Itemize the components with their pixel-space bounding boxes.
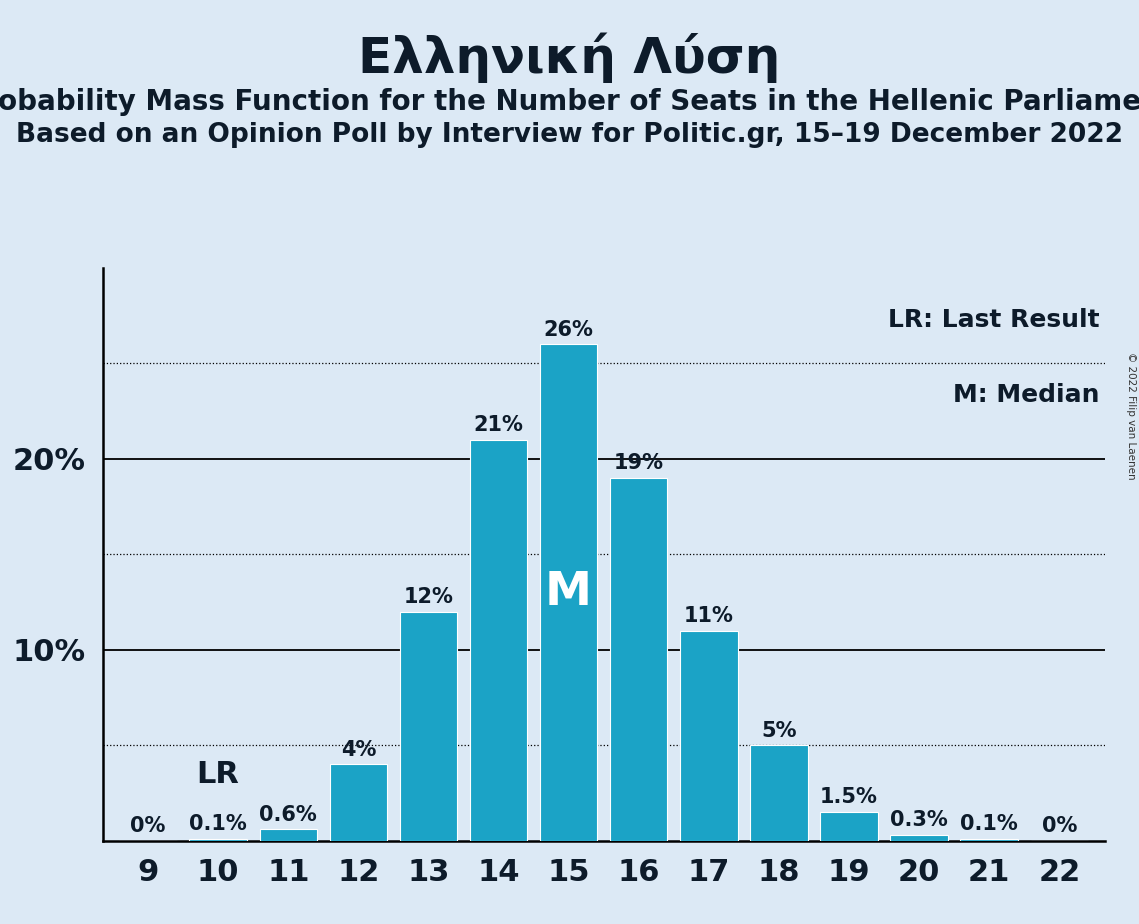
Bar xyxy=(680,631,738,841)
Bar xyxy=(891,835,948,841)
Text: M: M xyxy=(546,570,592,615)
Bar xyxy=(329,764,387,841)
Text: Ελληνική Λύση: Ελληνική Λύση xyxy=(359,32,780,83)
Text: 19%: 19% xyxy=(614,454,664,473)
Text: LR: Last Result: LR: Last Result xyxy=(888,308,1100,332)
Text: LR: LR xyxy=(197,760,239,788)
Text: 11%: 11% xyxy=(683,606,734,626)
Text: 0.6%: 0.6% xyxy=(260,805,317,824)
Bar xyxy=(611,478,667,841)
Text: Probability Mass Function for the Number of Seats in the Hellenic Parliament: Probability Mass Function for the Number… xyxy=(0,88,1139,116)
Text: 0%: 0% xyxy=(130,816,166,836)
Text: M: Median: M: Median xyxy=(953,383,1100,407)
Bar xyxy=(189,839,247,841)
Bar xyxy=(400,612,457,841)
Text: 5%: 5% xyxy=(761,721,796,741)
Text: Based on an Opinion Poll by Interview for Politic.gr, 15–19 December 2022: Based on an Opinion Poll by Interview fo… xyxy=(16,122,1123,148)
Text: 0%: 0% xyxy=(1041,816,1077,836)
Text: 1.5%: 1.5% xyxy=(820,787,878,808)
Bar xyxy=(540,345,597,841)
Bar xyxy=(960,839,1018,841)
Text: 21%: 21% xyxy=(474,415,524,435)
Text: © 2022 Filip van Laenen: © 2022 Filip van Laenen xyxy=(1126,352,1136,480)
Bar xyxy=(751,746,808,841)
Bar xyxy=(469,440,527,841)
Bar xyxy=(820,812,878,841)
Text: 0.3%: 0.3% xyxy=(891,810,948,831)
Text: 0.1%: 0.1% xyxy=(960,814,1018,834)
Text: 12%: 12% xyxy=(403,587,453,607)
Bar xyxy=(260,830,317,841)
Text: 4%: 4% xyxy=(341,740,376,760)
Text: 26%: 26% xyxy=(543,320,593,340)
Text: 0.1%: 0.1% xyxy=(189,814,247,834)
